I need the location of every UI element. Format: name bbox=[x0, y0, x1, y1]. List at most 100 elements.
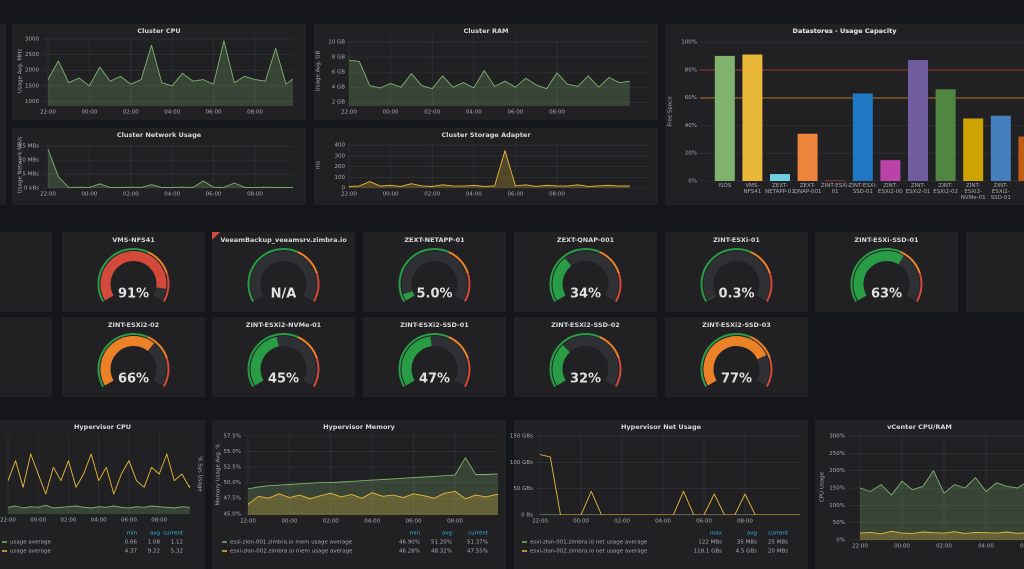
panel bbox=[0, 24, 6, 205]
legend-name: usage average bbox=[10, 540, 51, 546]
gauge-value-arc bbox=[403, 290, 415, 301]
y-tick-label: 200 bbox=[335, 164, 346, 170]
bar bbox=[990, 115, 1011, 181]
series-line bbox=[247, 490, 498, 505]
x-tick-label: 02:00 bbox=[424, 192, 440, 198]
y-axis-label: Memory Usage Avg. % bbox=[216, 444, 222, 506]
x-tick-label: ZINT-ESXi2-01 bbox=[905, 183, 931, 195]
x-tick-label: 02:00 bbox=[61, 518, 77, 524]
panel-title: Hypervisor Net Usage bbox=[621, 423, 702, 431]
gauge-value: 5.0% bbox=[416, 287, 452, 302]
legend-column-header: current bbox=[768, 531, 789, 537]
x-tick-label: 06:00 bbox=[206, 110, 222, 116]
threshold-ring bbox=[312, 272, 320, 302]
x-tick-label: 22:00 bbox=[0, 518, 16, 524]
x-tick-label: 04:00 bbox=[466, 192, 482, 198]
threshold-ring bbox=[765, 357, 773, 387]
bar bbox=[908, 60, 928, 181]
y-tick-label: 100% bbox=[681, 40, 697, 46]
threshold-ring bbox=[614, 357, 622, 387]
y-tick-label: 0 Bs bbox=[521, 513, 533, 519]
legend-stat: 20 MBs bbox=[768, 549, 788, 555]
y-tick-label: 400 bbox=[335, 143, 346, 149]
legend-name: esxi-zlon-001.zimbra.io net usage averag… bbox=[530, 540, 648, 546]
gauge-value: 63% bbox=[871, 287, 902, 302]
x-tick-label: ZINT-ESXi2-NVMe-01 bbox=[960, 183, 986, 201]
plot bbox=[247, 434, 498, 515]
gauge-title: ZINT-ESXi2-SSD-03 bbox=[702, 321, 771, 329]
x-tick-label: ZINT-ESXi2-SSD-01 bbox=[990, 183, 1011, 201]
gauge-value: 32% bbox=[570, 372, 601, 387]
x-tick-label: 22:00 bbox=[40, 192, 56, 198]
x-tick-label: 02:00 bbox=[424, 110, 440, 116]
legend-stat: 1.08 bbox=[148, 540, 161, 546]
legend-stat: 51.37% bbox=[467, 540, 488, 546]
panel-title: Hypervisor Memory bbox=[323, 423, 396, 431]
bar bbox=[935, 89, 956, 181]
panel bbox=[12, 128, 306, 205]
y-tick-label: 3000 bbox=[25, 37, 39, 43]
gauge-value-arc bbox=[853, 251, 904, 301]
threshold-ring bbox=[312, 357, 320, 387]
x-tick-label: 08:00 bbox=[151, 518, 167, 524]
plot bbox=[859, 434, 1024, 540]
threshold-ring bbox=[549, 333, 601, 387]
x-tick-label: 06:00 bbox=[507, 110, 523, 116]
threshold-ring bbox=[448, 251, 469, 274]
threshold-ring bbox=[599, 251, 620, 274]
gauge-value: 91% bbox=[118, 287, 149, 302]
panel-title: Cluster CPU bbox=[137, 27, 180, 35]
series-line bbox=[348, 59, 630, 90]
y-tick-label: 60% bbox=[685, 95, 697, 101]
threshold-ring bbox=[463, 272, 471, 302]
threshold-ring bbox=[549, 248, 601, 302]
threshold-ring bbox=[900, 251, 921, 274]
gauge-value-arc bbox=[401, 336, 432, 386]
bar bbox=[1018, 136, 1024, 181]
legend-column-header: avg bbox=[150, 531, 160, 537]
legend-stat: 47.55% bbox=[467, 549, 488, 555]
y-tick-label: 80% bbox=[685, 67, 697, 73]
panel bbox=[212, 232, 355, 312]
x-tick-label: 04:00 bbox=[978, 544, 994, 550]
legend-stat: 35 MBs bbox=[737, 540, 757, 546]
gauge-value: 45% bbox=[268, 372, 299, 387]
gauge-title: ZEXT-NETAPP-01 bbox=[404, 236, 465, 244]
gauge-title: ZINT-ESXi2-SSD-01 bbox=[400, 321, 469, 329]
y-tick-label: 2500 bbox=[25, 52, 39, 58]
panel bbox=[0, 317, 52, 397]
threshold-ring bbox=[915, 272, 923, 302]
legend-name: essi-zlon-001.zimbra.io mem usage averag… bbox=[230, 540, 353, 546]
x-tick-label: 22:00 bbox=[341, 192, 357, 198]
y-tick-label: 40% bbox=[685, 123, 697, 129]
x-tick-label: 04:00 bbox=[164, 192, 180, 198]
bar bbox=[742, 54, 763, 182]
gauge-track bbox=[703, 251, 770, 301]
threshold-ring bbox=[614, 272, 622, 302]
x-tick-label: 00:00 bbox=[573, 519, 589, 525]
series-line bbox=[7, 453, 190, 495]
threshold-ring bbox=[147, 251, 168, 274]
bar bbox=[963, 118, 984, 181]
y-tick-label: 8 GB bbox=[332, 55, 346, 61]
threshold-ring bbox=[398, 333, 450, 387]
x-tick-label: 02:00 bbox=[614, 519, 630, 525]
y-tick-label: 4 GB bbox=[332, 85, 346, 91]
gauge-title: ZINT-ESXi2-02 bbox=[108, 321, 159, 329]
x-tick-label: 04:00 bbox=[91, 518, 107, 524]
y-tick-label: 0% bbox=[688, 179, 697, 185]
y-tick-label: 250% bbox=[829, 451, 845, 457]
x-tick-label: 00:00 bbox=[81, 192, 97, 198]
gauge-title: ZINT-ESXi-01 bbox=[713, 236, 760, 244]
threshold-ring bbox=[147, 336, 168, 359]
legend-stat: 122 MBs bbox=[698, 540, 722, 546]
y-tick-label: 10 MBs bbox=[19, 158, 39, 164]
gauge-value: 66% bbox=[118, 372, 149, 387]
y-axis-label: ms bbox=[316, 161, 322, 169]
x-tick-label: 04:00 bbox=[466, 110, 482, 116]
x-tick-label: 06:00 bbox=[696, 519, 712, 525]
panel bbox=[815, 232, 958, 312]
legend-stat: 0.66 bbox=[125, 540, 138, 546]
y-tick-label: 57.5% bbox=[224, 433, 241, 439]
plot bbox=[7, 434, 190, 514]
